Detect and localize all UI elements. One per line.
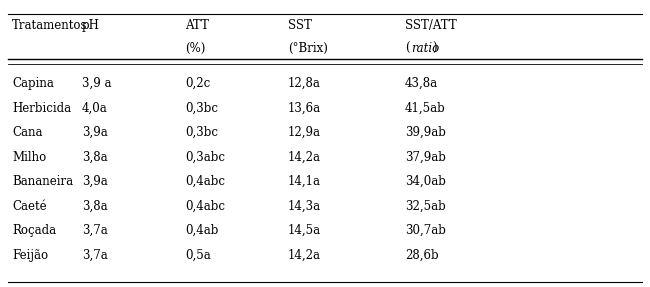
Text: ratio: ratio [411, 42, 439, 55]
Text: 0,4abc: 0,4abc [185, 199, 225, 212]
Text: 3,8a: 3,8a [82, 150, 108, 164]
Text: 14,5a: 14,5a [288, 224, 321, 237]
Text: 14,1a: 14,1a [288, 175, 321, 188]
Text: 12,8a: 12,8a [288, 77, 321, 90]
Text: 30,7ab: 30,7ab [405, 224, 446, 237]
Text: Tratamentos: Tratamentos [12, 19, 88, 32]
Text: 0,3abc: 0,3abc [185, 150, 225, 164]
Text: Milho: Milho [12, 150, 46, 164]
Text: 0,2c: 0,2c [185, 77, 210, 90]
Text: 37,9ab: 37,9ab [405, 150, 446, 164]
Text: Roçada: Roçada [12, 224, 56, 237]
Text: ): ) [432, 42, 437, 55]
Text: (: ( [405, 42, 410, 55]
Text: 34,0ab: 34,0ab [405, 175, 446, 188]
Text: Caeté: Caeté [12, 199, 47, 212]
Text: 39,9ab: 39,9ab [405, 126, 446, 139]
Text: 14,3a: 14,3a [288, 199, 321, 212]
Text: Herbicida: Herbicida [12, 102, 71, 115]
Text: pH: pH [82, 19, 100, 32]
Text: 4,0a: 4,0a [82, 102, 108, 115]
Text: Bananeira: Bananeira [12, 175, 73, 188]
Text: 0,4ab: 0,4ab [185, 224, 218, 237]
Text: 0,4abc: 0,4abc [185, 175, 225, 188]
Text: Cana: Cana [12, 126, 42, 139]
Text: Capina: Capina [12, 77, 54, 90]
Text: 13,6a: 13,6a [288, 102, 321, 115]
Text: 14,2a: 14,2a [288, 249, 321, 261]
Text: 3,9 a: 3,9 a [82, 77, 112, 90]
Text: 0,3bc: 0,3bc [185, 102, 218, 115]
Text: 43,8a: 43,8a [405, 77, 438, 90]
Text: 3,9a: 3,9a [82, 126, 108, 139]
Text: 0,3bc: 0,3bc [185, 126, 218, 139]
Text: SST/ATT: SST/ATT [405, 19, 457, 32]
Text: 0,5a: 0,5a [185, 249, 211, 261]
Text: 3,7a: 3,7a [82, 224, 108, 237]
Text: 32,5ab: 32,5ab [405, 199, 446, 212]
Text: 41,5ab: 41,5ab [405, 102, 446, 115]
Text: Feijão: Feijão [12, 249, 48, 261]
Text: 3,7a: 3,7a [82, 249, 108, 261]
Text: (%): (%) [185, 42, 205, 55]
Text: 3,8a: 3,8a [82, 199, 108, 212]
Text: 3,9a: 3,9a [82, 175, 108, 188]
Text: ATT: ATT [185, 19, 209, 32]
Text: 28,6b: 28,6b [405, 249, 439, 261]
Text: SST: SST [288, 19, 312, 32]
Text: (°Brix): (°Brix) [288, 42, 328, 55]
Text: 14,2a: 14,2a [288, 150, 321, 164]
Text: 12,9a: 12,9a [288, 126, 321, 139]
